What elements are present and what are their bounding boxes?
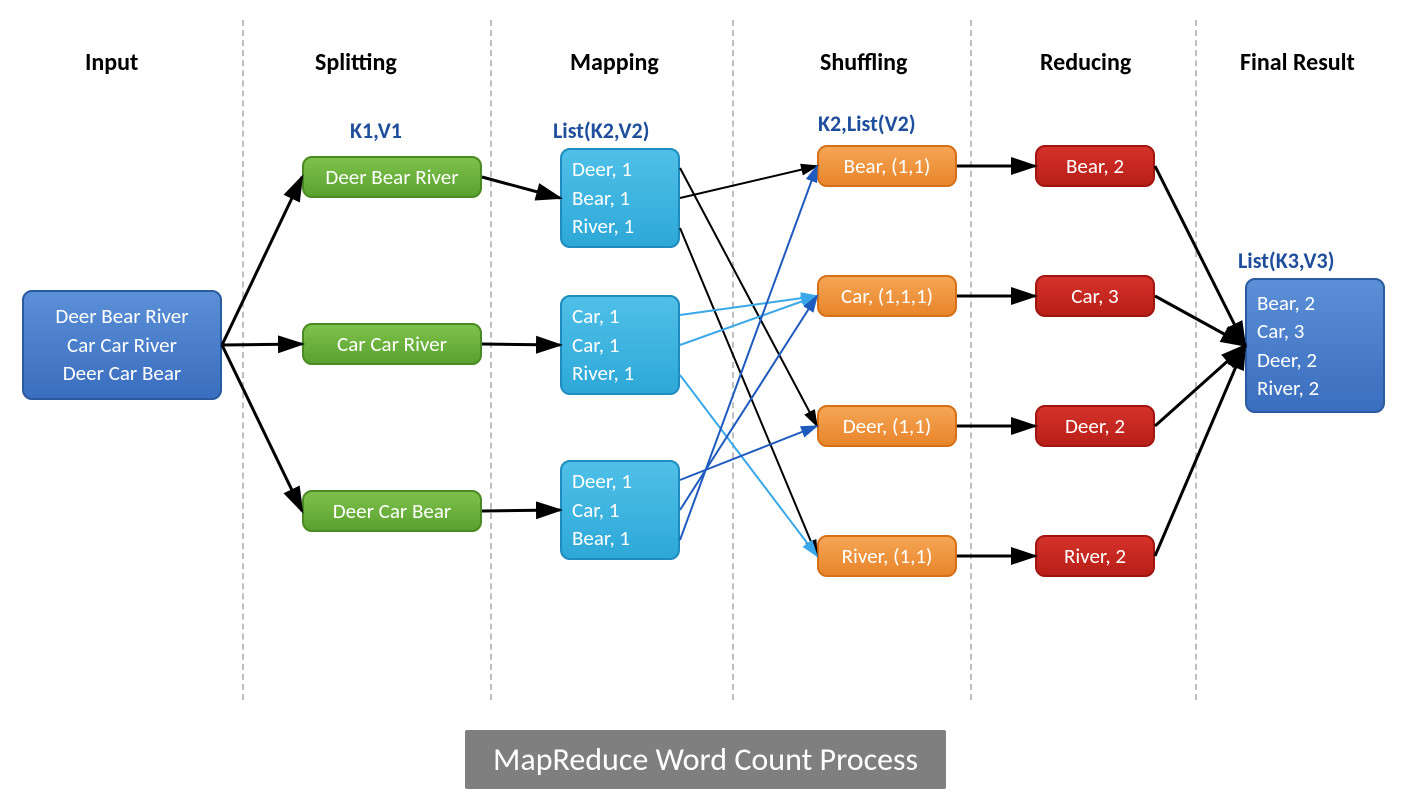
split-2-text: Car Car River [337,330,447,358]
map-3-line-3: Bear, 1 [572,524,630,552]
final-box: Bear, 2 Car, 3 Deer, 2 River, 2 [1245,278,1385,413]
header-reducing: Reducing [1040,48,1131,77]
annotation-listk3v3: List(K3,V3) [1238,247,1335,274]
input-line-2: Car Car River [67,331,177,359]
reduce-3-text: Deer, 2 [1065,412,1125,440]
final-line-4: River, 2 [1257,374,1319,402]
map-2-line-1: Car, 1 [572,302,619,330]
final-line-1: Bear, 2 [1257,289,1315,317]
reduce-box-1: Bear, 2 [1035,145,1155,187]
header-final: Final Result [1240,48,1355,77]
reduce-1-text: Bear, 2 [1066,152,1124,180]
map-box-1: Deer, 1 Bear, 1 River, 1 [560,148,680,248]
input-line-3: Deer Car Bear [63,359,181,387]
shuffle-4-text: River, (1,1) [842,542,933,570]
header-splitting: Splitting [315,48,397,77]
shuffle-box-1: Bear, (1,1) [817,145,957,187]
reduce-2-text: Car, 3 [1071,282,1118,310]
map-2-line-3: River, 1 [572,359,634,387]
map-box-2: Car, 1 Car, 1 River, 1 [560,295,680,395]
map-1-line-3: River, 1 [572,212,634,240]
shuffle-3-text: Deer, (1,1) [843,412,932,440]
divider-3 [732,20,734,700]
arrows-layer [0,0,1425,811]
map-3-line-2: Car, 1 [572,496,619,524]
divider-2 [490,20,492,700]
map-2-line-2: Car, 1 [572,331,619,359]
reduce-box-4: River, 2 [1035,535,1155,577]
header-mapping: Mapping [570,48,659,77]
shuffle-2-text: Car, (1,1,1) [841,282,933,310]
reduce-box-2: Car, 3 [1035,275,1155,317]
split-box-3: Deer Car Bear [302,490,482,532]
split-box-2: Car Car River [302,323,482,365]
divider-4 [970,20,972,700]
map-3-line-1: Deer, 1 [572,467,632,495]
header-input: Input [85,48,138,77]
reduce-box-3: Deer, 2 [1035,405,1155,447]
final-line-2: Car, 3 [1257,317,1304,345]
shuffle-1-text: Bear, (1,1) [844,152,931,180]
map-1-line-1: Deer, 1 [572,155,632,183]
annotation-k2listv2: K2,List(V2) [818,110,916,137]
split-1-text: Deer Bear River [325,163,458,191]
shuffle-box-4: River, (1,1) [817,535,957,577]
shuffle-box-2: Car, (1,1,1) [817,275,957,317]
split-3-text: Deer Car Bear [333,497,451,525]
divider-1 [242,20,244,700]
reduce-4-text: River, 2 [1064,542,1126,570]
split-box-1: Deer Bear River [302,156,482,198]
annotation-listk2v2: List(K2,V2) [553,117,650,144]
input-line-1: Deer Bear River [55,302,188,330]
shuffle-box-3: Deer, (1,1) [817,405,957,447]
input-box: Deer Bear River Car Car River Deer Car B… [22,290,222,400]
annotation-k1v1: K1,V1 [350,117,402,144]
map-box-3: Deer, 1 Car, 1 Bear, 1 [560,460,680,560]
final-line-3: Deer, 2 [1257,346,1317,374]
caption: MapReduce Word Count Process [465,730,946,789]
map-1-line-2: Bear, 1 [572,184,630,212]
divider-5 [1195,20,1197,700]
header-shuffling: Shuffling [820,48,907,77]
